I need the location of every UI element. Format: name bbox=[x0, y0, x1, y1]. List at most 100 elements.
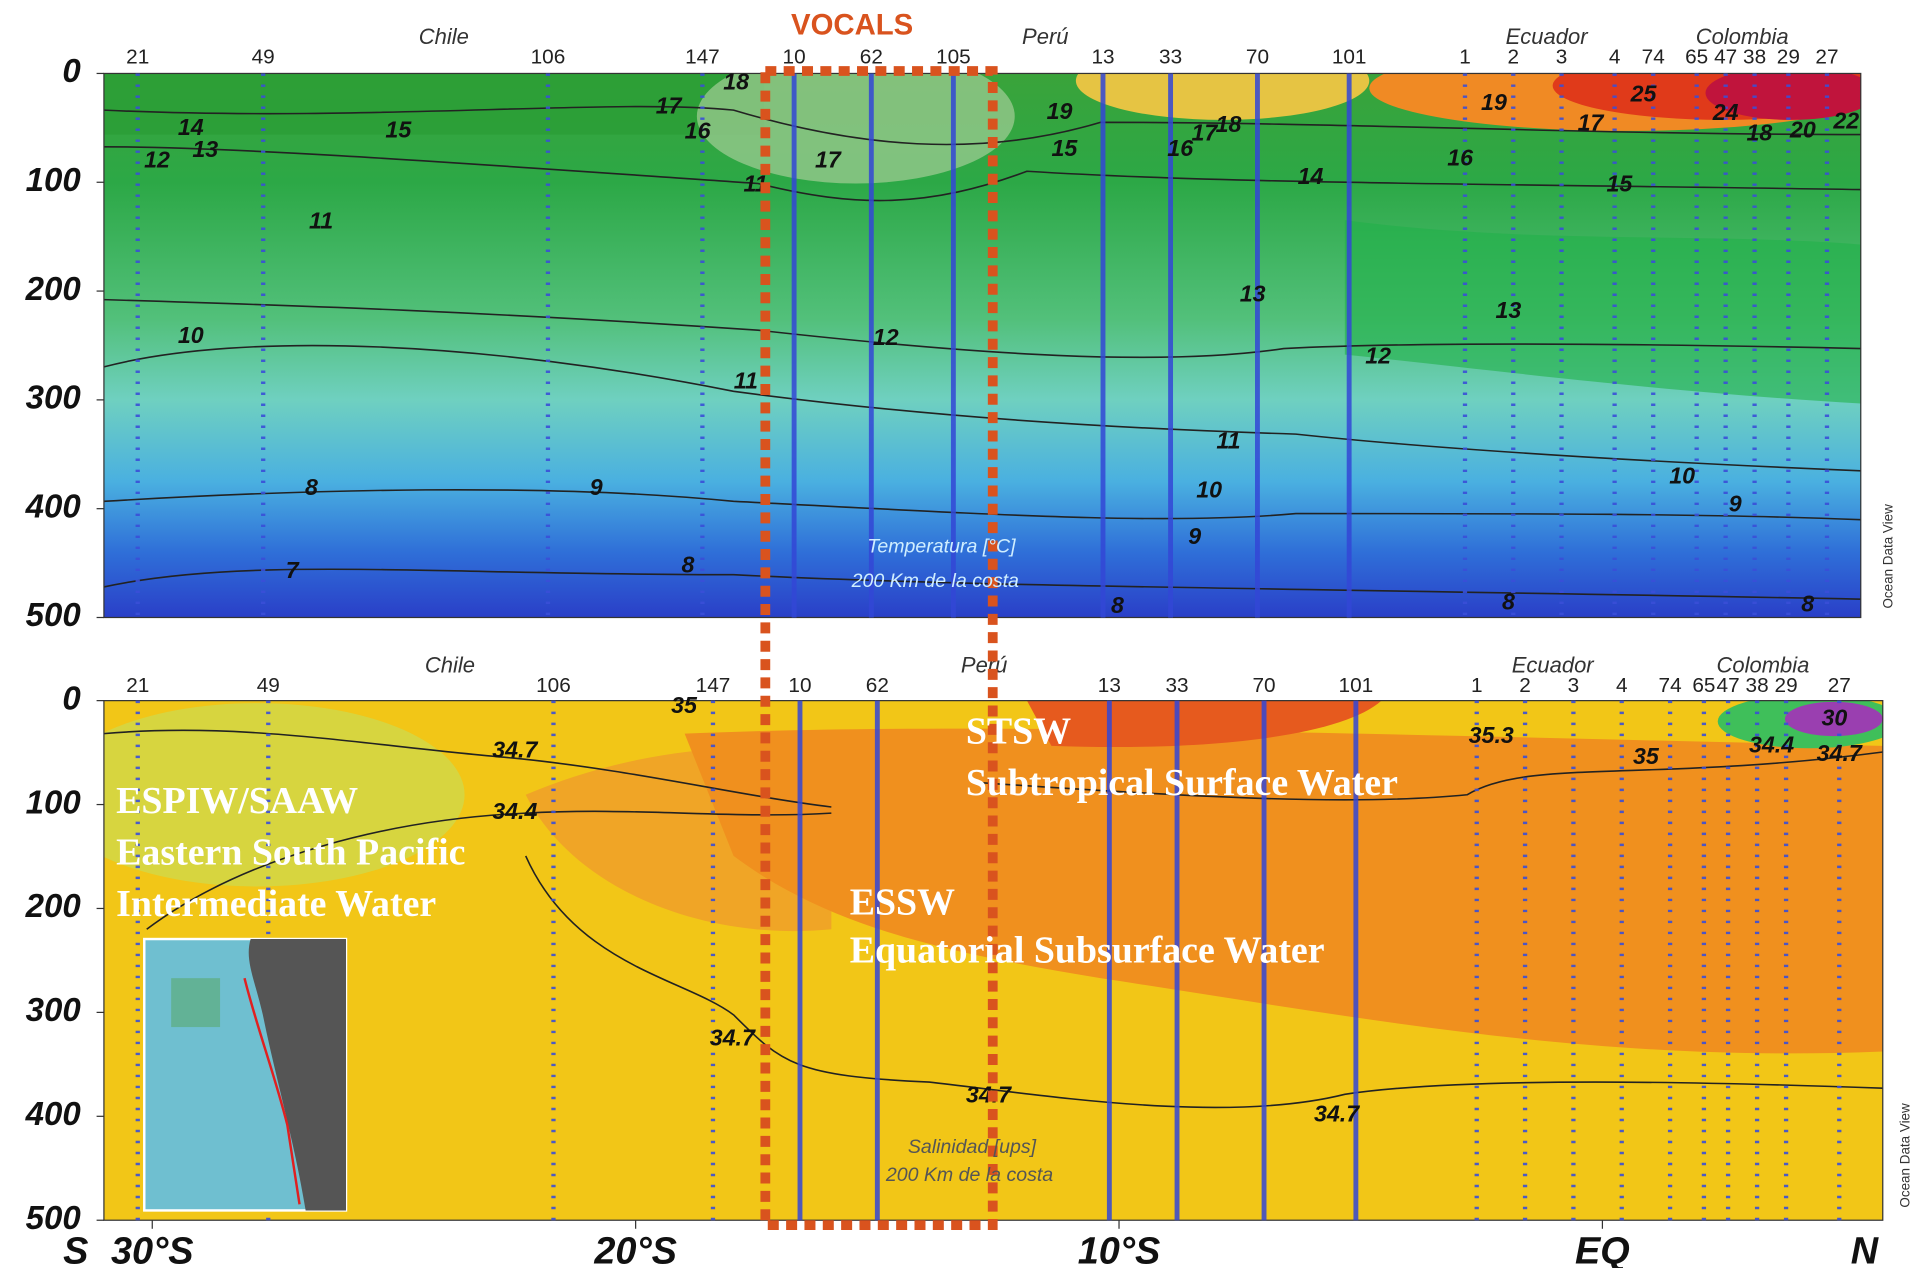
station-label: 10 bbox=[783, 46, 806, 69]
station-label: 21 bbox=[126, 674, 149, 697]
station-label: 29 bbox=[1777, 46, 1800, 69]
station-label: 47 bbox=[1717, 674, 1740, 697]
contour-label: 19 bbox=[1481, 89, 1507, 115]
station-label: 62 bbox=[860, 46, 883, 69]
station-label: 4 bbox=[1609, 46, 1621, 69]
station-label: 147 bbox=[696, 674, 731, 697]
contour-label: 34.7 bbox=[710, 1025, 756, 1051]
contour-label: 12 bbox=[144, 147, 170, 173]
y-tick-label: 200 bbox=[25, 887, 82, 924]
y-tick-label: 300 bbox=[26, 991, 82, 1028]
y-tick-label: 300 bbox=[26, 379, 82, 416]
temperature-field bbox=[103, 73, 1861, 618]
contour-label: 35 bbox=[671, 692, 698, 718]
x-tick-label: EQ bbox=[1575, 1230, 1630, 1268]
contour-label: 8 bbox=[1502, 588, 1515, 614]
station-label: 29 bbox=[1775, 674, 1798, 697]
panel-title: Temperatura [°C] bbox=[867, 536, 1016, 558]
contour-label: 13 bbox=[192, 136, 218, 162]
contour-label: 34.7 bbox=[492, 737, 538, 763]
region-label: Chile bbox=[419, 24, 469, 49]
contour-label: 8 bbox=[681, 551, 694, 577]
station-label: 105 bbox=[936, 46, 971, 69]
contour-label: 16 bbox=[685, 117, 712, 143]
station-label: 49 bbox=[257, 674, 280, 697]
water-mass-name: ESSW bbox=[850, 882, 955, 924]
station-label: 65 bbox=[1692, 674, 1715, 697]
contour-label: 17 bbox=[1578, 110, 1605, 136]
contour-label: 10 bbox=[1196, 476, 1222, 502]
station-label: 1 bbox=[1459, 46, 1471, 69]
panel-frame bbox=[103, 72, 1862, 619]
contour-label: 16 bbox=[1167, 135, 1194, 161]
contour-label: 18 bbox=[1216, 111, 1242, 137]
y-tick-label: 0 bbox=[62, 679, 81, 716]
contour-label: 20 bbox=[1789, 116, 1816, 142]
water-mass-description: Equatorial Subsurface Water bbox=[850, 929, 1325, 971]
station-label: 49 bbox=[252, 46, 275, 69]
water-mass-name: STSW bbox=[966, 710, 1071, 752]
contour-label: 19 bbox=[1047, 98, 1073, 124]
contour-label: 35 bbox=[1633, 743, 1660, 769]
region-label: Perú bbox=[1022, 24, 1068, 49]
station-label: 27 bbox=[1815, 46, 1838, 69]
station-label: 27 bbox=[1828, 674, 1851, 697]
y-tick-label: 100 bbox=[26, 161, 82, 198]
station-label: 47 bbox=[1714, 46, 1737, 69]
station-label: 74 bbox=[1642, 46, 1665, 69]
station-label: 70 bbox=[1246, 46, 1269, 69]
contour-label: 11 bbox=[1216, 427, 1240, 453]
watermark: Ocean Data View bbox=[1898, 1103, 1913, 1208]
panel-subtitle: 200 Km de la costa bbox=[851, 570, 1019, 592]
region-label: Ecuador bbox=[1506, 24, 1590, 49]
y-tick-label: 0 bbox=[62, 52, 81, 89]
contour-label: 15 bbox=[1051, 135, 1078, 161]
x-tick-label: 10°S bbox=[1078, 1230, 1161, 1268]
y-tick-label: 200 bbox=[25, 270, 82, 307]
station-label: 106 bbox=[536, 674, 571, 697]
contour-label: 14 bbox=[1298, 163, 1324, 189]
contour-label: 17 bbox=[815, 147, 842, 173]
contour-label: 11 bbox=[309, 208, 333, 234]
y-tick-label: 400 bbox=[25, 487, 82, 524]
contour-label: 12 bbox=[1365, 343, 1391, 369]
contour-label: 17 bbox=[656, 92, 683, 118]
station-label: 2 bbox=[1519, 674, 1531, 697]
contour-label: 30 bbox=[1822, 704, 1848, 730]
contour-label: 12 bbox=[873, 324, 899, 350]
contour-label: 15 bbox=[1607, 171, 1634, 197]
station-label: 38 bbox=[1746, 674, 1769, 697]
region-label: Ecuador bbox=[1512, 653, 1596, 678]
x-tick-label: 20°S bbox=[593, 1230, 677, 1268]
station-label: 13 bbox=[1091, 46, 1114, 69]
y-tick-label: 400 bbox=[25, 1095, 82, 1132]
station-label: 21 bbox=[126, 46, 149, 69]
water-mass-description: Intermediate Water bbox=[116, 883, 436, 925]
station-label: 38 bbox=[1743, 46, 1766, 69]
contour-label: 22 bbox=[1832, 108, 1859, 134]
contour-label: 15 bbox=[385, 116, 412, 142]
station-label: 101 bbox=[1332, 46, 1367, 69]
contour-label: 8 bbox=[1801, 591, 1814, 617]
x-tick-label: 30°S bbox=[111, 1230, 194, 1268]
y-tick-label: 500 bbox=[26, 596, 82, 633]
station-label: 33 bbox=[1165, 674, 1188, 697]
watermark: Ocean Data View bbox=[1881, 504, 1896, 609]
contour-label: 8 bbox=[305, 474, 318, 500]
contour-label: 34.4 bbox=[1749, 731, 1794, 757]
contour-label: 13 bbox=[1496, 297, 1522, 323]
contour-label: 13 bbox=[1240, 281, 1266, 307]
station-label: 3 bbox=[1556, 46, 1568, 69]
contour-label: 34.7 bbox=[1817, 740, 1863, 766]
contour-label: 34.4 bbox=[492, 798, 537, 824]
station-label: 10 bbox=[788, 674, 811, 697]
contour-label: 10 bbox=[1669, 462, 1695, 488]
water-mass-name: ESPIW/SAAW bbox=[116, 780, 358, 822]
region-label: Colombia bbox=[1716, 653, 1809, 678]
station-label: 4 bbox=[1616, 674, 1628, 697]
highlight-label: VOCALS bbox=[791, 9, 913, 42]
region-label: Chile bbox=[425, 653, 475, 678]
water-mass-description: Eastern South Pacific bbox=[116, 831, 465, 873]
contour-label: 24 bbox=[1712, 99, 1739, 125]
contour-label: 7 bbox=[286, 557, 300, 583]
